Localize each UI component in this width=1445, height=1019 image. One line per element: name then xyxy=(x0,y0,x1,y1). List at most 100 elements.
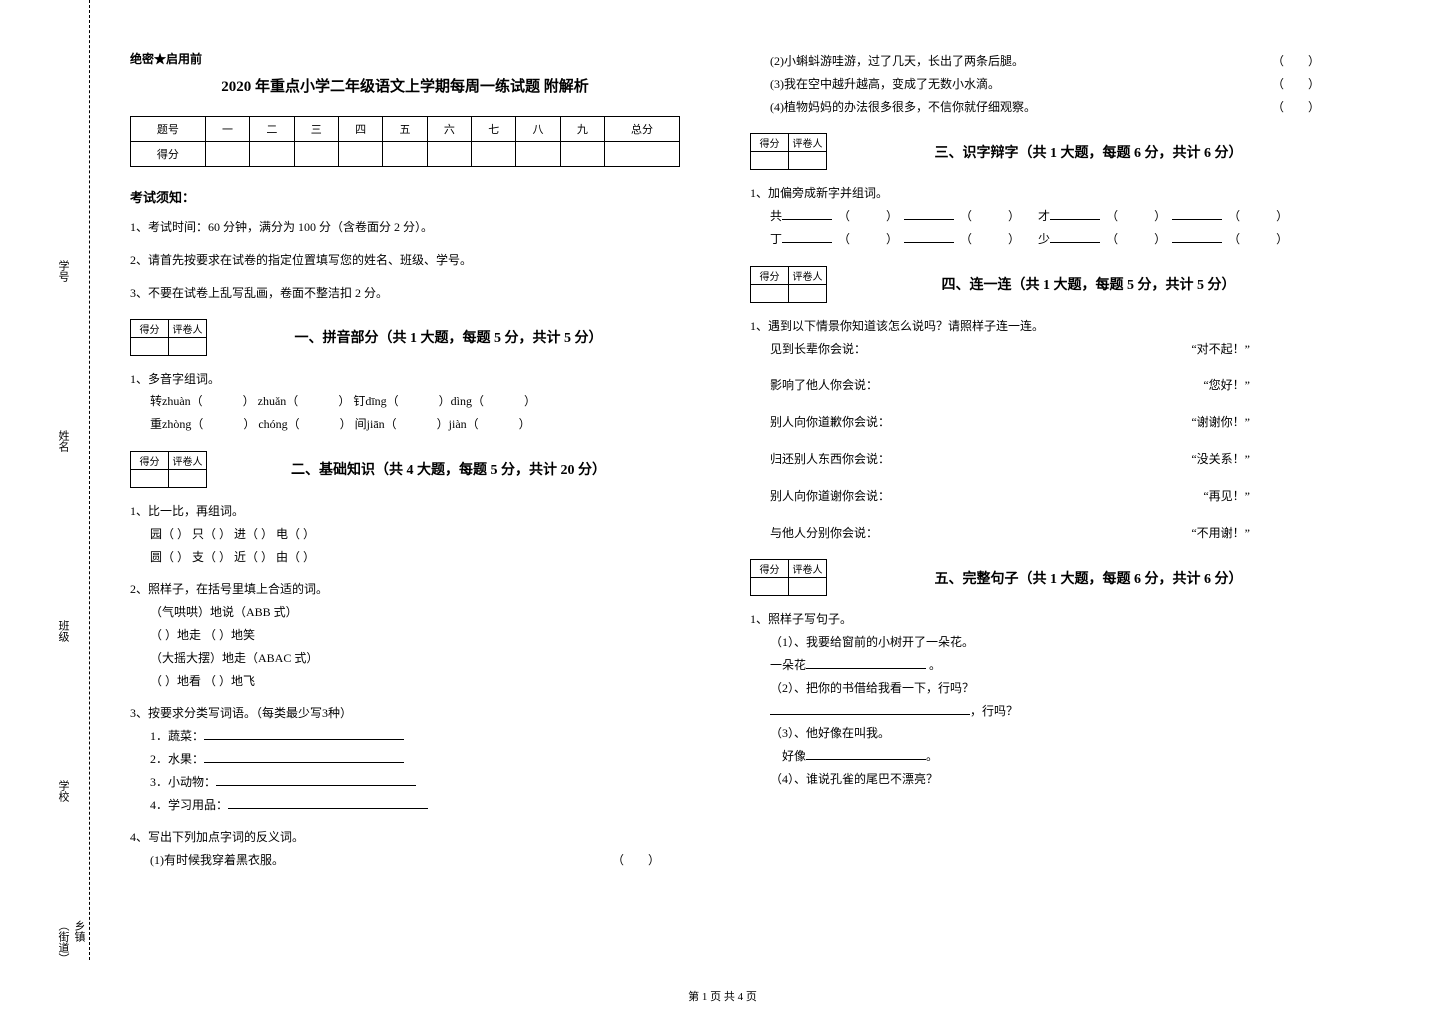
blank-line xyxy=(228,795,428,809)
question-text: 1、加偏旁成新字并组词。 xyxy=(750,182,1340,205)
notice-item: 2、请首先按要求在试卷的指定位置填写您的姓名、班级、学号。 xyxy=(130,251,680,270)
score-cell xyxy=(472,142,516,167)
q-text: 好像 xyxy=(782,749,806,763)
confidential-label: 绝密★启用前 xyxy=(130,50,680,67)
q-text: ） xyxy=(524,394,536,408)
score-header-cell: 二 xyxy=(250,117,294,142)
scorebox-label: 评卷人 xyxy=(789,266,827,284)
question-line: (4)植物妈妈的办法很多很多，不信你就仔细观察。（ ） xyxy=(750,96,1340,119)
blank-line xyxy=(1050,229,1100,243)
scorebox-cell xyxy=(789,152,827,170)
q-text: 重zhòng（ xyxy=(150,417,203,431)
match-right: “您好！” xyxy=(1203,374,1250,397)
question-line: （1）、我要给窗前的小树开了一朵花。 xyxy=(750,631,1340,654)
score-header-cell: 总分 xyxy=(605,117,680,142)
section-5-header: 得分评卷人 五、完整句子（共 1 大题，每题 6 分，共计 6 分） xyxy=(750,559,1340,596)
score-cell xyxy=(427,142,471,167)
question-line: 1．蔬菜： xyxy=(130,725,680,748)
q-text: 2．水果： xyxy=(150,752,204,766)
score-header-cell: 三 xyxy=(294,117,338,142)
scorebox-label: 评卷人 xyxy=(169,451,207,469)
question-line: ，行吗？ xyxy=(750,700,1340,723)
question-line: （大摇大摆）地走（ABAC 式） xyxy=(130,647,680,670)
question-line: （ ）地走 （ ）地笑 xyxy=(130,624,680,647)
question-line: 丁 （ ） （ ） 少 （ ） （ ） xyxy=(750,228,1340,251)
answer-paren: （ ） xyxy=(1272,96,1320,119)
binding-margin: 乡镇（街道） 学校 班级 姓名 学号 xyxy=(0,0,90,960)
blank-line xyxy=(1172,206,1222,220)
q-text: (3)我在空中越升越高，变成了无数小水滴。 xyxy=(770,77,1000,91)
answer-paren: （ ） xyxy=(1272,50,1320,73)
blank-line xyxy=(782,206,832,220)
q-text: ） 钉dīng（ xyxy=(338,394,398,408)
score-cell xyxy=(560,142,604,167)
question-2-3: 3、按要求分类写词语。（每类最少写3种） 1．蔬菜： 2．水果： 3．小动物： … xyxy=(130,702,680,816)
scorebox-cell xyxy=(131,469,169,487)
question-2-2: 2、照样子，在括号里填上合适的词。 （气哄哄）地说（ABB 式） （ ）地走 （… xyxy=(130,578,680,692)
question-text: 1、比一比，再组词。 xyxy=(130,500,680,523)
match-right: “谢谢你！” xyxy=(1191,411,1250,434)
match-right: “对不起！” xyxy=(1191,338,1250,361)
section-score-box: 得分评卷人 xyxy=(750,133,827,170)
scorebox-cell xyxy=(169,337,207,355)
scorebox-cell xyxy=(131,337,169,355)
section-score-box: 得分评卷人 xyxy=(130,319,207,356)
section-3-title: 三、识字辩字（共 1 大题，每题 6 分，共计 6 分） xyxy=(837,142,1340,162)
score-header-cell: 七 xyxy=(472,117,516,142)
binding-label-township: 乡镇（街道） xyxy=(55,920,87,960)
question-line: (2)小蝌蚪游哇游，过了几天，长出了两条后腿。（ ） xyxy=(750,50,1340,73)
match-right: “再见！” xyxy=(1203,485,1250,508)
q-char: 少 xyxy=(1038,232,1050,246)
page-container: 乡镇（街道） 学校 班级 姓名 学号 绝密★启用前 2020 年重点小学二年级语… xyxy=(0,0,1445,960)
scorebox-label: 评卷人 xyxy=(789,134,827,152)
question-line: (1)有时候我穿着黑衣服。 （ ） xyxy=(130,849,680,872)
section-2-header: 得分评卷人 二、基础知识（共 4 大题，每题 5 分，共计 20 分） xyxy=(130,451,680,488)
score-cell xyxy=(205,142,249,167)
binding-label-class: 班级 xyxy=(55,620,71,642)
scorebox-cell xyxy=(789,578,827,596)
scorebox-label: 评卷人 xyxy=(169,319,207,337)
q-char: 丁 xyxy=(770,232,782,246)
q-text: (1)有时候我穿着黑衣服。 xyxy=(150,853,284,867)
binding-label-id: 学号 xyxy=(55,260,71,282)
section-4-header: 得分评卷人 四、连一连（共 1 大题，每题 5 分，共计 5 分） xyxy=(750,266,1340,303)
blank-line xyxy=(806,655,926,669)
blank-line xyxy=(1050,206,1100,220)
question-text: 4、写出下列加点字词的反义词。 xyxy=(130,826,680,849)
scorebox-cell xyxy=(169,469,207,487)
scorebox-label: 得分 xyxy=(131,319,169,337)
score-cell xyxy=(383,142,427,167)
section-4-title: 四、连一连（共 1 大题，每题 5 分，共计 5 分） xyxy=(837,274,1340,294)
answer-paren: （ ） xyxy=(612,849,660,872)
question-text: 1、多音字组词。 xyxy=(130,368,680,391)
question-line: 4．学习用品： xyxy=(130,794,680,817)
scorebox-label: 得分 xyxy=(131,451,169,469)
blank-line xyxy=(782,229,832,243)
notice-title: 考试须知： xyxy=(130,187,680,206)
score-cell xyxy=(338,142,382,167)
question-5-1: 1、照样子写句子。 （1）、我要给窗前的小树开了一朵花。 一朵花 。 （2）、把… xyxy=(750,608,1340,790)
question-line: 圆（ ） 支（ ） 近（ ） 由（ ） xyxy=(130,546,680,569)
exam-title: 2020 年重点小学二年级语文上学期每周一练试题 附解析 xyxy=(130,75,680,96)
blank-line xyxy=(770,701,970,715)
q-text: ） chóng（ xyxy=(243,417,299,431)
scorebox-label: 评卷人 xyxy=(789,560,827,578)
right-column: (2)小蝌蚪游哇游，过了几天，长出了两条后腿。（ ） (3)我在空中越升越高，变… xyxy=(710,0,1390,960)
match-row: 影响了他人你会说：“您好！” xyxy=(770,374,1250,397)
binding-label-school: 学校 xyxy=(55,780,71,802)
score-header-cell: 五 xyxy=(383,117,427,142)
score-header-cell: 题号 xyxy=(131,117,206,142)
page-footer: 第 1 页 共 4 页 xyxy=(0,988,1445,1004)
score-header-cell: 六 xyxy=(427,117,471,142)
match-left: 别人向你道谢你会说： xyxy=(770,485,890,508)
question-line: （3）、他好像在叫我。 xyxy=(750,722,1340,745)
scorebox-label: 得分 xyxy=(751,266,789,284)
question-text: 3、按要求分类写词语。（每类最少写3种） xyxy=(130,702,680,725)
q-text: 3．小动物： xyxy=(150,775,216,789)
match-right: “没关系！” xyxy=(1191,448,1250,471)
question-line: （4）、谁说孔雀的尾巴不漂亮？ xyxy=(750,768,1340,791)
score-row-label: 得分 xyxy=(131,142,206,167)
scorebox-cell xyxy=(751,284,789,302)
q-char: 才 xyxy=(1038,209,1050,223)
match-left: 见到长辈你会说： xyxy=(770,338,866,361)
